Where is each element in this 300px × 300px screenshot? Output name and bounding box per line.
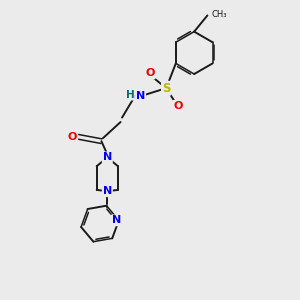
Text: N: N xyxy=(103,152,112,162)
Text: O: O xyxy=(173,101,183,111)
Text: O: O xyxy=(145,68,155,78)
Text: N: N xyxy=(103,186,112,196)
Text: O: O xyxy=(68,132,77,142)
Text: S: S xyxy=(162,82,170,95)
Text: CH₃: CH₃ xyxy=(212,10,227,19)
Text: H: H xyxy=(126,90,134,100)
Text: N: N xyxy=(112,215,121,225)
Text: N: N xyxy=(136,91,145,100)
